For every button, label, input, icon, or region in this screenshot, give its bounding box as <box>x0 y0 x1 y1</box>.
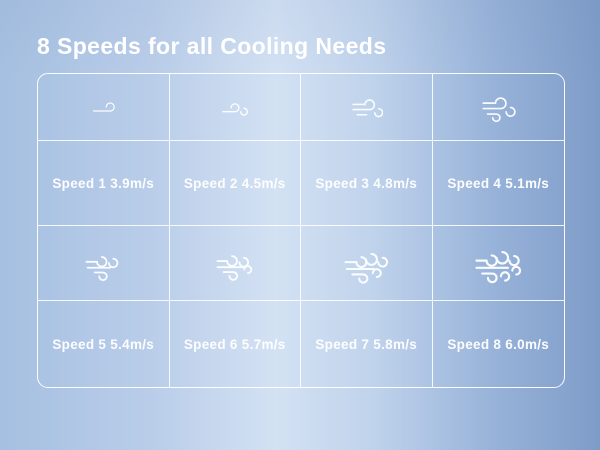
wind-level-7-icon <box>344 252 389 284</box>
wind-level-1-icon <box>93 102 116 112</box>
speed-label-cell-5: Speed 5 5.4m/s <box>38 301 170 387</box>
wind-icon-cell-3 <box>301 74 433 141</box>
wind-level-5-icon <box>85 256 119 281</box>
speed-8-label: Speed 8 6.0m/s <box>447 336 550 352</box>
speed-7-label: Speed 7 5.8m/s <box>315 336 418 352</box>
wind-icon-cell-8 <box>432 226 564 301</box>
wind-icon-cell-7 <box>301 226 433 301</box>
wind-level-3-icon <box>352 98 383 117</box>
speed-label-cell-2: Speed 2 4.5m/s <box>169 141 301 226</box>
speed-table: Speed 1 3.9m/s Speed 2 4.5m/s Speed 3 4.… <box>37 73 565 388</box>
speed-label-cell-1: Speed 1 3.9m/s <box>38 141 170 226</box>
wind-level-8-icon <box>475 250 522 283</box>
wind-icon-cell-5 <box>38 226 170 301</box>
speed-4-label: Speed 4 5.1m/s <box>447 175 550 191</box>
speed-label-cell-4: Speed 4 5.1m/s <box>432 141 564 226</box>
wind-icon-cell-2 <box>169 74 301 141</box>
wind-level-6-icon <box>216 254 253 281</box>
wind-level-2-icon <box>221 103 248 116</box>
speed-5-label: Speed 5 5.4m/s <box>52 336 155 352</box>
wind-icon-cell-1 <box>38 74 170 141</box>
speed-1-label: Speed 1 3.9m/s <box>52 175 155 191</box>
page-title: 8 Speeds for all Cooling Needs <box>37 33 387 59</box>
wind-icon-cell-4 <box>432 74 564 141</box>
speed-label-cell-6: Speed 6 5.7m/s <box>170 301 301 387</box>
speed-6-label: Speed 6 5.7m/s <box>183 336 286 352</box>
speed-label-cell-8: Speed 8 6.0m/s <box>433 301 565 387</box>
speed-2-label: Speed 2 4.5m/s <box>183 175 286 191</box>
speed-label-cell-3: Speed 3 4.8m/s <box>301 141 433 226</box>
wind-icon-cell-6 <box>169 226 301 301</box>
wind-level-4-icon <box>482 96 516 122</box>
speed-3-label: Speed 3 4.8m/s <box>315 175 418 191</box>
speed-label-cell-7: Speed 7 5.8m/s <box>301 301 433 387</box>
